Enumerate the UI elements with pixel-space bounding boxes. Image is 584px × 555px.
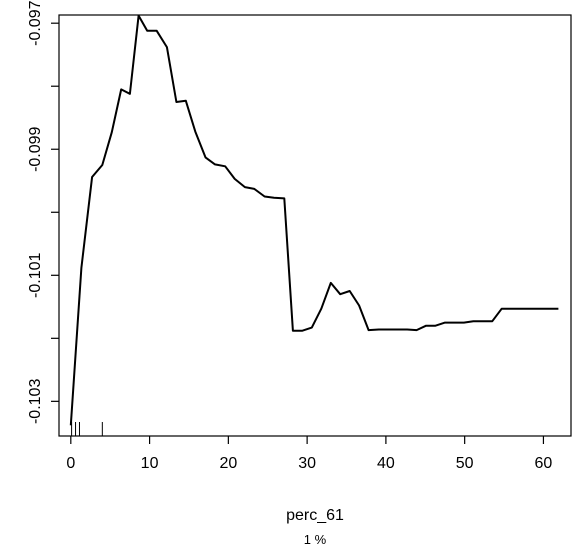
x-tick-label: 60 [535,455,553,472]
x-tick-label: 0 [66,455,75,472]
y-tick-label: -0.103 [27,379,44,424]
y-tick-label: -0.097 [27,0,44,45]
x-axis-sub-label: 1 % [304,532,327,547]
x-tick-label: 30 [298,455,316,472]
rug-marks [71,422,103,436]
x-tick-label: 50 [456,455,474,472]
y-tick-label: -0.101 [27,253,44,298]
y-tick-label: -0.099 [27,126,44,171]
y-axis: -0.103 -0.101 -0.099 -0.097 [27,0,59,424]
x-axis-label: perc_61 [286,507,344,524]
x-tick-label: 20 [219,455,237,472]
series-line [69,14,559,426]
x-tick-label: 10 [141,455,159,472]
plot-frame [58,14,572,437]
x-axis: 0 10 20 30 40 50 60 [66,436,552,472]
x-tick-label: 40 [377,455,395,472]
